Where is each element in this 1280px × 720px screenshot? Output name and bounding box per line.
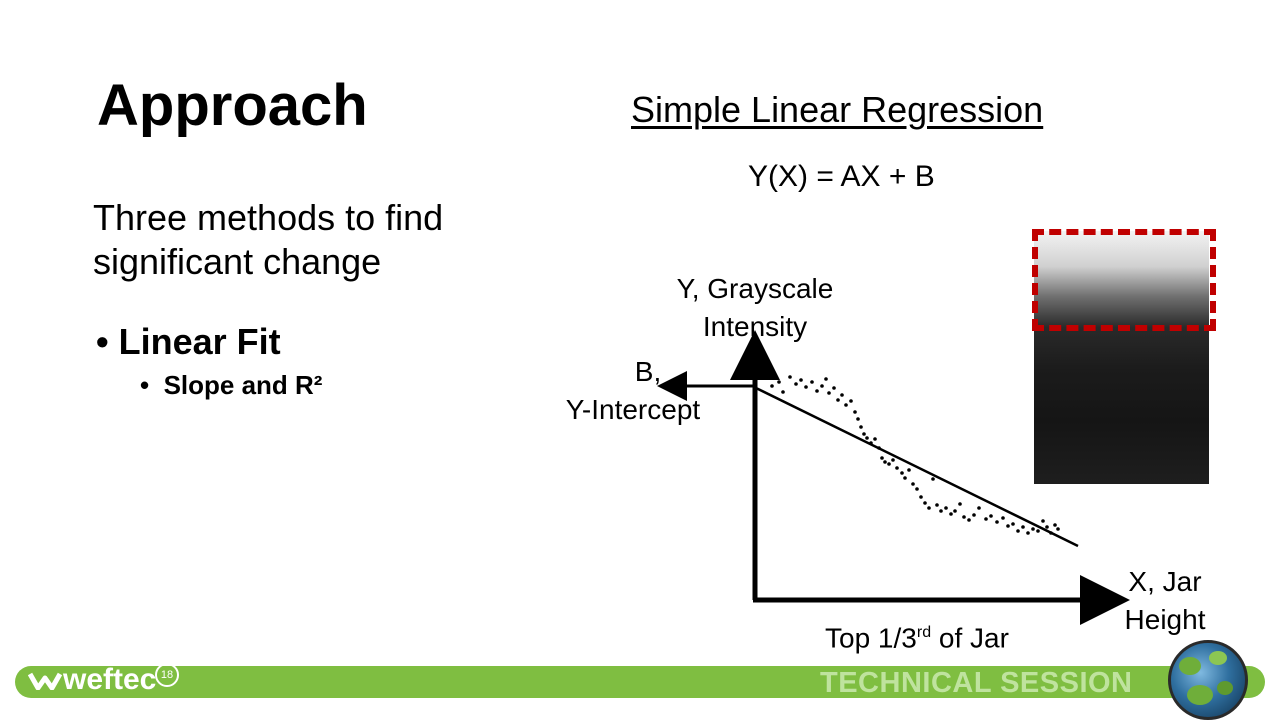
scatter-point [919, 495, 923, 499]
scatter-point [962, 515, 966, 519]
x-axis-label: X, Jar Height [1110, 563, 1220, 639]
x-axis-label-line1: X, Jar [1128, 566, 1202, 597]
scatter-point [984, 517, 988, 521]
scatter-point [880, 456, 884, 460]
bullet-linear-fit: • Linear Fit [96, 321, 281, 362]
sub-bullet-label: Slope and R² [163, 370, 323, 400]
scatter-point [794, 382, 798, 386]
x-axis-caption: Top 1/3rd of Jar [825, 614, 1009, 657]
scatter-point [859, 425, 863, 429]
scatter-point [935, 503, 939, 507]
scatter-point [903, 476, 907, 480]
regression-line [755, 386, 1079, 548]
x-caption-main: Top 1/3 [825, 622, 917, 654]
scatter-point [849, 399, 853, 403]
scatter-point [891, 458, 895, 462]
scatter-point [862, 432, 866, 436]
weftec-logo: weftec [63, 663, 156, 697]
intercept-label: B, Y-Intercept [548, 353, 718, 429]
bullet-label: Linear Fit [118, 321, 281, 362]
scatter-point [810, 380, 814, 384]
x-caption-sup: rd [916, 624, 932, 641]
scatter-point [949, 512, 953, 516]
scatter-point [840, 393, 844, 397]
scatter-point [1006, 524, 1010, 528]
weftec-logo-icon [28, 672, 62, 690]
scatter-point [1011, 522, 1015, 526]
scatter-point [869, 441, 873, 445]
scatter-point [1001, 516, 1005, 520]
intercept-label-line1: B, [634, 356, 662, 387]
scatter-point [953, 509, 957, 513]
scatter-point [865, 436, 869, 440]
scatter-point [907, 468, 911, 472]
y-axis-label-line2: Intensity [702, 311, 808, 342]
scatter-point [873, 437, 877, 441]
scatter-point [856, 417, 860, 421]
scatter-point [844, 403, 848, 407]
scatter-points [770, 375, 1060, 535]
scatter-point [972, 513, 976, 517]
scatter-point [788, 375, 792, 379]
scatter-point [799, 378, 803, 382]
top-third-highlight-box [1032, 229, 1216, 331]
scatter-point [977, 506, 981, 510]
scatter-point [883, 460, 887, 464]
sub-bullet-slope: • Slope and R² [140, 370, 323, 400]
jar-image [1034, 231, 1209, 484]
scatter-point [877, 446, 881, 450]
slide-subtitle: Simple Linear Regression [631, 89, 1044, 130]
intercept-label-line2: Y-Intercept [565, 394, 701, 425]
scatter-point [820, 384, 824, 388]
brand-year-badge: 18 [155, 663, 179, 687]
scatter-point [1041, 519, 1045, 523]
scatter-point [777, 380, 781, 384]
scatter-point [1016, 529, 1020, 533]
lily-pad-emblem-icon [1168, 640, 1248, 720]
x-axis-label-line2: Height [1124, 604, 1206, 635]
scatter-point [853, 410, 857, 414]
scatter-point [1021, 525, 1025, 529]
scatter-point [1049, 531, 1053, 535]
scatter-point [781, 390, 785, 394]
y-axis-label: Y, Grayscale Intensity [655, 270, 855, 346]
scatter-point [915, 487, 919, 491]
scatter-point [958, 502, 962, 506]
footer-bar [15, 666, 1265, 698]
scatter-point [1026, 531, 1030, 535]
regression-equation: Y(X) = AX + B [748, 160, 935, 193]
scatter-point [944, 506, 948, 510]
scatter-point [836, 398, 840, 402]
scatter-point [804, 385, 808, 389]
body-text: Three methods to find significant change [93, 197, 444, 282]
scatter-point [931, 477, 935, 481]
scatter-point [927, 506, 931, 510]
scatter-point [995, 520, 999, 524]
scatter-point [923, 501, 927, 505]
scatter-point [887, 462, 891, 466]
slide-title: Approach [97, 73, 368, 138]
scatter-point [1056, 527, 1060, 531]
scatter-point [1031, 527, 1035, 531]
scatter-point [770, 384, 774, 388]
scatter-point [832, 386, 836, 390]
scatter-point [824, 377, 828, 381]
scatter-point [900, 471, 904, 475]
scatter-point [1036, 529, 1040, 533]
scatter-point [911, 482, 915, 486]
x-caption-tail: of Jar [931, 622, 1009, 654]
scatter-point [939, 509, 943, 513]
scatter-point [827, 391, 831, 395]
scatter-point [815, 389, 819, 393]
scatter-point [967, 518, 971, 522]
scatter-point [1053, 523, 1057, 527]
scatter-point [1045, 525, 1049, 529]
brand-text: weftec [63, 663, 157, 696]
y-axis-label-line1: Y, Grayscale [676, 273, 834, 304]
scatter-point [895, 466, 899, 470]
technical-session-label: TECHNICAL SESSION [820, 667, 1133, 699]
scatter-point [989, 514, 993, 518]
